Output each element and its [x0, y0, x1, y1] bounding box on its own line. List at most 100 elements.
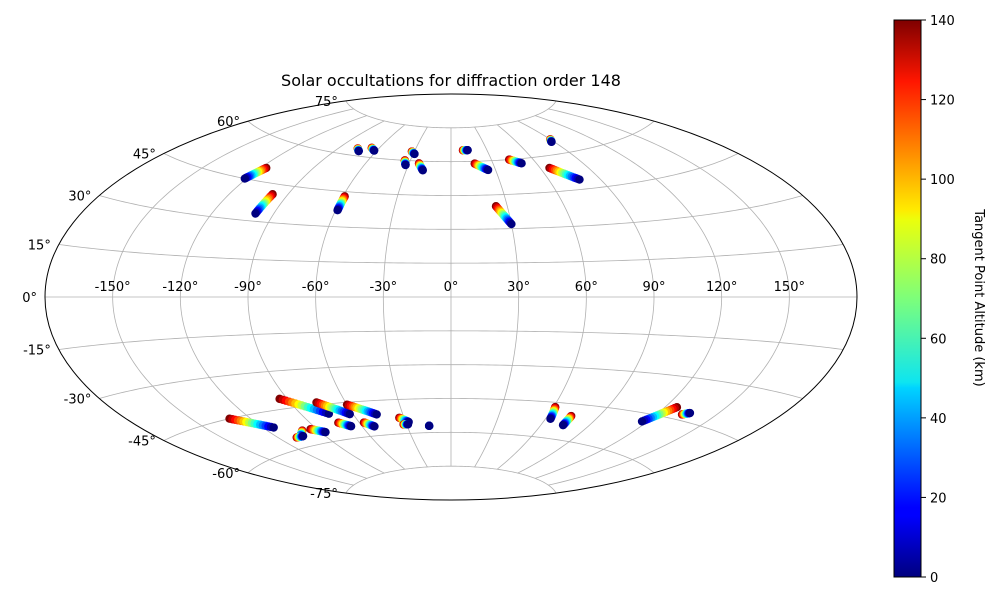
lat-tick-label: -45°	[128, 435, 156, 450]
chart-title: Solar occultations for diffraction order…	[281, 71, 621, 90]
occultation-track	[637, 403, 682, 426]
lon-tick-label: 120°	[706, 280, 737, 295]
scatter-point	[354, 146, 363, 156]
parallel-line	[99, 364, 803, 399]
occultation-track	[407, 147, 419, 159]
occultation-track	[558, 411, 576, 430]
occultation-track	[312, 398, 354, 419]
occultation-track	[546, 135, 556, 147]
colorbar-gradient	[893, 19, 922, 578]
parallel-line	[58, 330, 844, 350]
parallel-line	[247, 431, 655, 474]
occultation-track	[251, 190, 277, 218]
occultation-track	[491, 202, 516, 229]
occultation-track	[546, 402, 560, 424]
parallel-line	[58, 244, 844, 264]
scatter-point	[240, 174, 249, 183]
colorbar-tick-label: 120	[930, 94, 955, 109]
scatter-point	[424, 421, 434, 431]
occultation-track	[334, 418, 356, 431]
colorbar-tick-label: 60	[930, 332, 947, 347]
lat-tick-label: -60°	[212, 467, 240, 482]
map-area: -150° -120° -90° -60° -30° 0° 30° 60° 90° 120° 150…	[22, 93, 858, 502]
scatter-point	[403, 420, 413, 429]
occultation-track	[677, 408, 695, 419]
lon-tick-label: -30°	[369, 280, 397, 295]
scatter-point	[558, 420, 568, 430]
occultation-track	[342, 400, 381, 419]
lat-tick-label: 30°	[68, 190, 91, 205]
scatter-point	[575, 175, 584, 184]
occultation-track	[470, 159, 493, 175]
scatter-point	[298, 431, 308, 441]
lat-tick-label: 60°	[217, 115, 240, 130]
scatter-point	[269, 423, 278, 432]
lon-tick-label: 150°	[774, 280, 805, 295]
occultation-track	[306, 424, 330, 437]
scatter-point	[685, 408, 695, 418]
occultation-track	[292, 431, 308, 442]
scatter-point	[507, 219, 516, 229]
scatter-point	[463, 145, 472, 155]
occultation-track	[225, 414, 278, 432]
parallel-line	[345, 100, 557, 129]
lon-tick-label: 30°	[507, 280, 530, 295]
scatter-point	[483, 165, 493, 175]
occultation-track	[458, 145, 472, 155]
scatter-point	[369, 146, 379, 155]
lat-tick-label: -30°	[64, 393, 92, 408]
lon-tick-label: -120°	[162, 280, 198, 295]
scatter-point	[251, 209, 260, 218]
lat-tick-label: -75°	[310, 487, 338, 502]
scatter-point	[321, 427, 330, 437]
occultation-track	[353, 144, 363, 156]
scatter-point	[333, 206, 342, 215]
lon-tick-label: -150°	[95, 280, 131, 295]
lon-tick-label: 0°	[444, 280, 459, 295]
lon-tick-label: -60°	[302, 280, 330, 295]
scatter-point	[372, 410, 381, 419]
scatter-point	[547, 137, 556, 147]
colorbar-tick-label: 140	[930, 14, 955, 29]
occultation-track	[367, 143, 379, 155]
scatter-point	[546, 414, 555, 424]
parallel-line	[99, 195, 803, 230]
scatter-point	[401, 160, 410, 170]
colorbar-ticks: 0 20 40 60 80 100 120 140	[921, 14, 955, 586]
scatter-point	[418, 166, 427, 175]
scatter-point	[346, 422, 356, 431]
scatter-point	[345, 409, 354, 419]
lon-tick-label: -90°	[234, 280, 262, 295]
scatter-point	[410, 149, 419, 159]
colorbar-tick-label: 80	[930, 253, 947, 268]
lat-tick-label: 0°	[22, 291, 37, 306]
lon-tick-label: 90°	[642, 280, 665, 295]
occultation-track	[359, 418, 379, 431]
lon-tick-label: 60°	[575, 280, 598, 295]
colorbar-tick-label: 40	[930, 412, 947, 427]
occultation-track	[275, 394, 334, 418]
occultation-track	[414, 159, 427, 175]
occultation-track	[400, 156, 410, 170]
occultation-track	[333, 192, 349, 215]
occultation-track	[504, 155, 526, 168]
lat-tick-label: 15°	[28, 238, 51, 253]
occultation-track	[399, 420, 413, 429]
parallel-line	[247, 120, 655, 163]
parallel-line	[345, 465, 557, 494]
colorbar-label: Tangent Point Altitude (km)	[971, 208, 986, 386]
colorbar: 0 20 40 60 80 100 120 140 Tangent Point Altitud…	[893, 14, 986, 586]
occultation-track	[424, 421, 434, 431]
colorbar-tick-label: 20	[930, 491, 947, 506]
lat-tick-label: 75°	[315, 95, 338, 110]
colorbar-tick-label: 0	[930, 571, 938, 586]
scatter-point	[370, 422, 379, 431]
occultation-track	[240, 163, 271, 183]
occultation-track	[545, 163, 584, 184]
scatter-point	[517, 159, 526, 168]
lat-tick-label: 45°	[133, 147, 156, 162]
colorbar-tick-label: 100	[930, 173, 955, 188]
map-boundary	[44, 93, 858, 501]
scatter-point	[637, 417, 647, 426]
